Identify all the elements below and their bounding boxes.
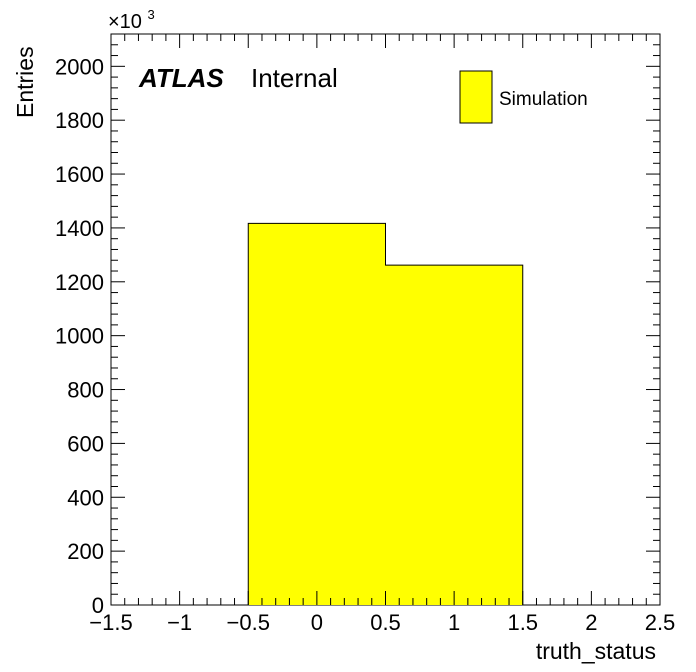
y-tick-label-5: 1000 — [55, 324, 104, 349]
y-multiplier-base: ×10 — [108, 11, 142, 33]
y-tick-label-2: 400 — [67, 485, 104, 510]
x-tick-label-4: 0.5 — [370, 610, 401, 635]
histogram-outline — [247, 222, 524, 605]
y-tick-label-6: 1200 — [55, 270, 104, 295]
y-multiplier-label: ×10 3 — [108, 7, 155, 33]
x-tick-label-5: 1 — [448, 610, 460, 635]
x-tick-label-8: 2.5 — [645, 610, 676, 635]
ticks-layer — [110, 34, 661, 606]
atlas-label: ATLAS — [138, 63, 224, 93]
x-tick-label-3: 0 — [311, 610, 323, 635]
y-tick-label-7: 1400 — [55, 216, 104, 241]
tick-labels-layer: −1.5 −1 −0.5 0 0.5 1 1.5 2 2.5 0 200 400 600 800 1000 1… — [55, 54, 675, 635]
x-tick-label-1: −1 — [167, 610, 192, 635]
x-tick-label-7: 2 — [585, 610, 597, 635]
y-axis-title: Entries — [12, 46, 38, 118]
x-tick-label-2: −0.5 — [227, 610, 270, 635]
x-axis-title: truth_status — [536, 638, 656, 664]
y-tick-label-0: 0 — [92, 593, 104, 618]
y-tick-label-4: 800 — [67, 378, 104, 403]
y-tick-label-8: 1600 — [55, 162, 104, 187]
internal-label: Internal — [251, 63, 338, 93]
legend-swatch — [459, 70, 493, 124]
y-tick-label-1: 200 — [67, 539, 104, 564]
histogram-bin-1 — [385, 265, 523, 605]
y-tick-label-10: 2000 — [55, 54, 104, 79]
histogram-bin-0 — [248, 223, 386, 605]
legend-label: Simulation — [499, 89, 588, 110]
bins-layer — [247, 222, 524, 605]
x-tick-label-0: −1.5 — [89, 610, 132, 635]
x-tick-label-6: 1.5 — [507, 610, 538, 635]
y-multiplier-exponent: 3 — [148, 7, 155, 22]
y-tick-label-9: 1800 — [55, 108, 104, 133]
y-tick-label-3: 600 — [67, 431, 104, 456]
